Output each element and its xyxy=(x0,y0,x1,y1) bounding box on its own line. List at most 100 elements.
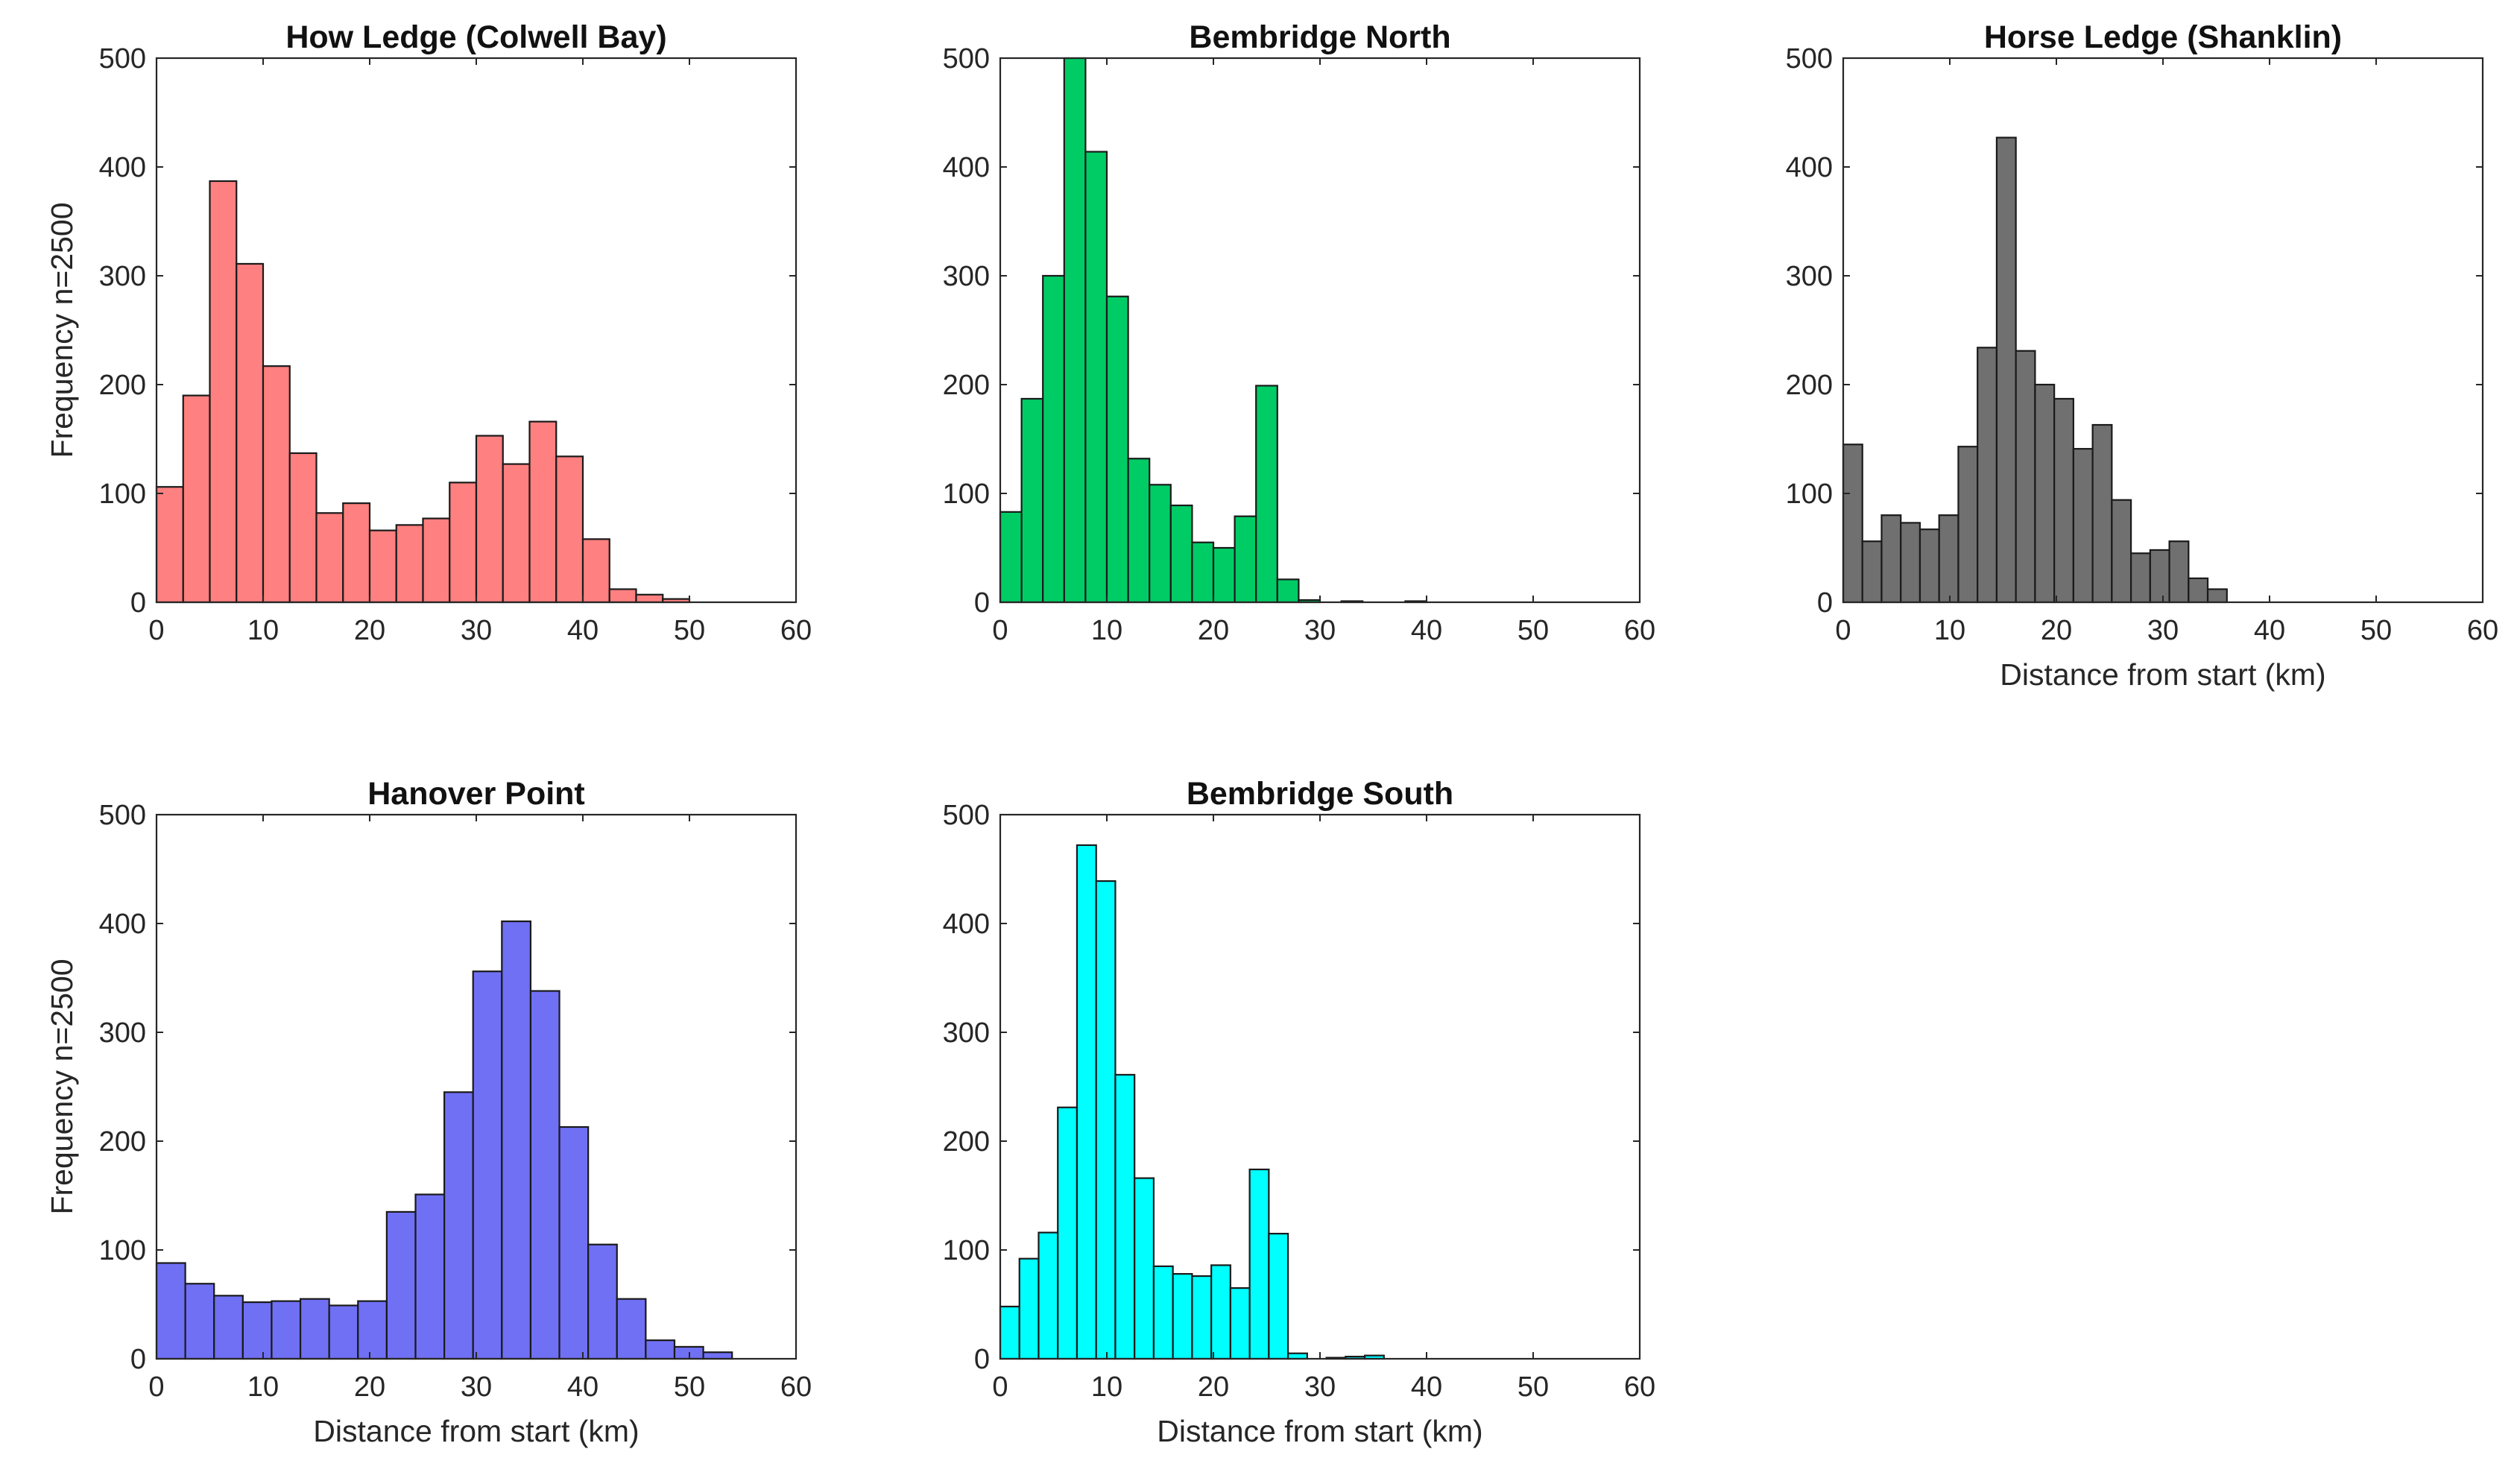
y-tick-label: 200 xyxy=(99,370,146,401)
x-tick-label: 40 xyxy=(1411,1371,1442,1403)
x-tick-label: 60 xyxy=(1624,1371,1655,1403)
histogram-bar xyxy=(1268,1232,1289,1360)
histogram-bar xyxy=(1134,1177,1155,1360)
y-tick-label: 500 xyxy=(99,43,146,75)
histogram-bar xyxy=(645,1339,676,1360)
x-tick-label: 30 xyxy=(461,1371,492,1403)
x-tick-label: 10 xyxy=(247,1371,279,1403)
histogram-bar xyxy=(1057,1106,1079,1360)
histogram-bar xyxy=(501,920,532,1360)
x-tick-label: 20 xyxy=(354,615,385,646)
histogram-bar xyxy=(1212,546,1236,604)
histogram-bar xyxy=(1248,1168,1270,1360)
x-tick-label: 20 xyxy=(2041,615,2072,646)
histogram-bar xyxy=(368,529,397,604)
histogram-bar xyxy=(1020,397,1044,604)
x-tick-label: 60 xyxy=(2467,615,2498,646)
histogram-bar xyxy=(1169,504,1193,604)
y-tick-label: 0 xyxy=(1817,587,1833,619)
histogram-bar xyxy=(529,990,560,1360)
x-tick-label: 10 xyxy=(1934,615,1965,646)
y-tick-label: 400 xyxy=(99,909,146,940)
histogram-bar xyxy=(2091,423,2113,604)
x-tick-label: 0 xyxy=(992,1371,1008,1403)
histogram-bar xyxy=(608,588,637,604)
x-tick-label: 60 xyxy=(780,1371,812,1403)
chart-title: Bembridge South xyxy=(1187,776,1453,812)
histogram-bar xyxy=(1918,528,1940,604)
histogram-bar xyxy=(1957,446,1979,604)
histogram-bar xyxy=(587,1243,618,1360)
histogram-bar xyxy=(236,262,265,604)
y-tick-label: 0 xyxy=(130,587,146,619)
y-tick-label: 400 xyxy=(943,152,990,183)
histogram-bar xyxy=(616,1298,647,1360)
x-tick-label: 20 xyxy=(1198,1371,1229,1403)
y-tick-label: 100 xyxy=(1786,479,1833,510)
y-tick-label: 500 xyxy=(943,800,990,831)
histogram-bar xyxy=(213,1295,244,1360)
histogram-bar xyxy=(1938,514,1959,604)
x-tick-label: 0 xyxy=(148,1371,164,1403)
histogram-bar xyxy=(328,1304,359,1360)
x-tick-label: 30 xyxy=(1304,1371,1336,1403)
histogram-bar xyxy=(558,1125,590,1360)
x-tick-label: 30 xyxy=(2147,615,2179,646)
histogram-bar xyxy=(184,1283,215,1360)
y-tick-label: 400 xyxy=(1786,152,1833,183)
histogram-bar xyxy=(2206,588,2228,604)
histogram-bar xyxy=(2053,397,2074,604)
histogram-bar xyxy=(1191,541,1215,604)
y-tick-label: 400 xyxy=(99,152,146,183)
histogram-bar xyxy=(2168,540,2190,604)
x-axis-label: Distance from start (km) xyxy=(313,1414,639,1448)
x-tick-label: 20 xyxy=(1198,615,1229,646)
histogram-bar xyxy=(2072,448,2094,604)
x-axis-label: Distance from start (km) xyxy=(1157,1414,1482,1448)
x-tick-label: 50 xyxy=(1518,1371,1549,1403)
x-tick-label: 30 xyxy=(1304,615,1336,646)
histogram-bar xyxy=(1229,1286,1251,1360)
x-tick-label: 10 xyxy=(1091,615,1122,646)
histogram-bar xyxy=(1880,514,1902,604)
histogram-bar xyxy=(1105,295,1129,604)
histogram-bar xyxy=(2015,350,2036,604)
histogram-bar xyxy=(999,511,1023,604)
histogram-bar xyxy=(1900,522,1921,604)
histogram-bar xyxy=(155,1262,186,1360)
histogram-bar xyxy=(209,180,238,604)
histogram-bar xyxy=(262,365,291,604)
y-tick-label: 500 xyxy=(1786,43,1833,75)
subplot: 0 10 20 30 40 50 60 0 100 200 300 400 500 Bembridge S… xyxy=(943,776,1656,1448)
histogram-bar xyxy=(288,452,318,604)
histogram-bar xyxy=(635,593,664,604)
x-tick-label: 40 xyxy=(2254,615,2285,646)
histogram-bar xyxy=(1063,57,1087,604)
y-tick-label: 400 xyxy=(943,909,990,940)
histogram-bar xyxy=(1114,1073,1136,1360)
histogram-bar xyxy=(999,1305,1020,1360)
histogram-bar xyxy=(315,512,344,604)
x-tick-label: 40 xyxy=(567,615,599,646)
histogram-bar xyxy=(182,394,211,604)
chart-title: Hanover Point xyxy=(367,776,585,812)
histogram-bar xyxy=(472,970,503,1360)
histogram-bar xyxy=(357,1300,388,1360)
x-tick-label: 60 xyxy=(780,615,812,646)
histogram-bar xyxy=(1038,1231,1059,1360)
y-tick-label: 100 xyxy=(943,1235,990,1266)
y-tick-label: 300 xyxy=(99,261,146,292)
histogram-bar xyxy=(1861,540,1883,604)
histogram-bar xyxy=(1042,274,1065,604)
histogram-bar xyxy=(2149,549,2170,604)
chart-title: Horse Ledge (Shanklin) xyxy=(1984,19,2342,55)
histogram-bar xyxy=(385,1210,417,1360)
histogram-bar xyxy=(1255,385,1278,604)
histogram-bar xyxy=(1127,458,1151,604)
y-tick-label: 0 xyxy=(974,1344,990,1375)
x-tick-label: 0 xyxy=(1835,615,1851,646)
y-tick-label: 300 xyxy=(943,1017,990,1049)
y-tick-label: 100 xyxy=(943,479,990,510)
histogram-bar xyxy=(449,481,478,604)
y-tick-label: 300 xyxy=(99,1017,146,1049)
